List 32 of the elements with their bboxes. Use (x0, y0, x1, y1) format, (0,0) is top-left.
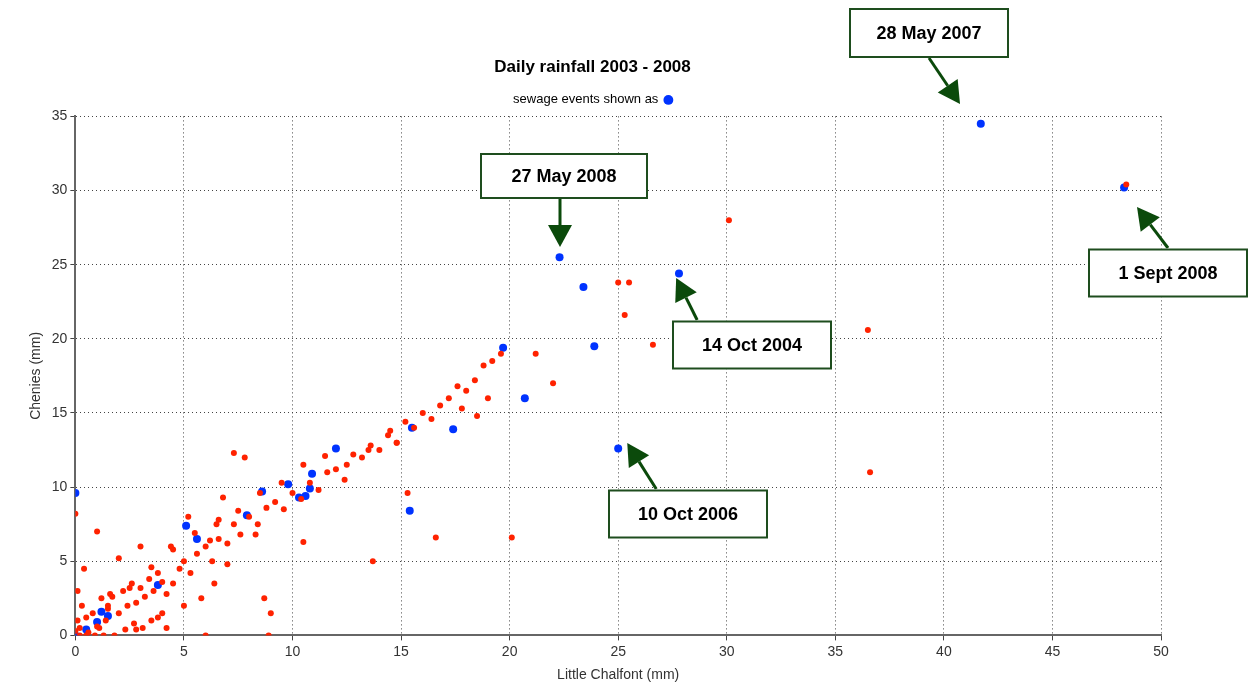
x-tick-label: 20 (501, 642, 518, 659)
annotation: 1 Sept 2008 (1118, 262, 1218, 283)
callout: 10 Oct 2006 (608, 443, 768, 538)
y-tick-label: 20 (51, 329, 68, 346)
legend-label: sewage events shown as (513, 91, 659, 107)
y-tick-label: 25 (51, 255, 68, 272)
y-axis-title: Chenies (mm) (27, 331, 44, 420)
x-tick-label: 0 (71, 642, 80, 659)
callout: 1 Sept 2008 (1088, 207, 1248, 297)
x-tick-label: 10 (284, 642, 301, 659)
callout: 28 May 2007 (849, 8, 1009, 104)
chart-title: Daily rainfall 2003 - 2008 (494, 56, 691, 76)
x-tick-label: 45 (1044, 642, 1061, 659)
y-tick-label: 0 (59, 626, 68, 643)
y-tick-label: 15 (51, 403, 68, 420)
callout: 14 Oct 2004 (672, 278, 832, 369)
x-tick-label: 50 (1153, 642, 1169, 659)
x-tick-label: 40 (936, 642, 952, 659)
y-tick-label: 5 (59, 552, 68, 569)
x-tick-label: 15 (393, 642, 410, 659)
annotation: 27 May 2008 (511, 165, 617, 187)
annotation: 10 Oct 2006 (637, 503, 739, 524)
annotation: 14 Oct 2004 (701, 334, 803, 355)
y-tick-label: 30 (51, 181, 68, 198)
x-axis-title: Little Chalfont (mm) (557, 666, 680, 683)
callout: 27 May 2008 (480, 153, 648, 247)
y-tick-label: 35 (51, 107, 68, 124)
y-tick-label: 10 (51, 477, 68, 494)
x-tick-label: 35 (827, 642, 844, 659)
x-tick-label: 25 (610, 642, 627, 659)
x-tick-label: 30 (718, 642, 735, 659)
x-tick-label: 5 (180, 642, 189, 659)
